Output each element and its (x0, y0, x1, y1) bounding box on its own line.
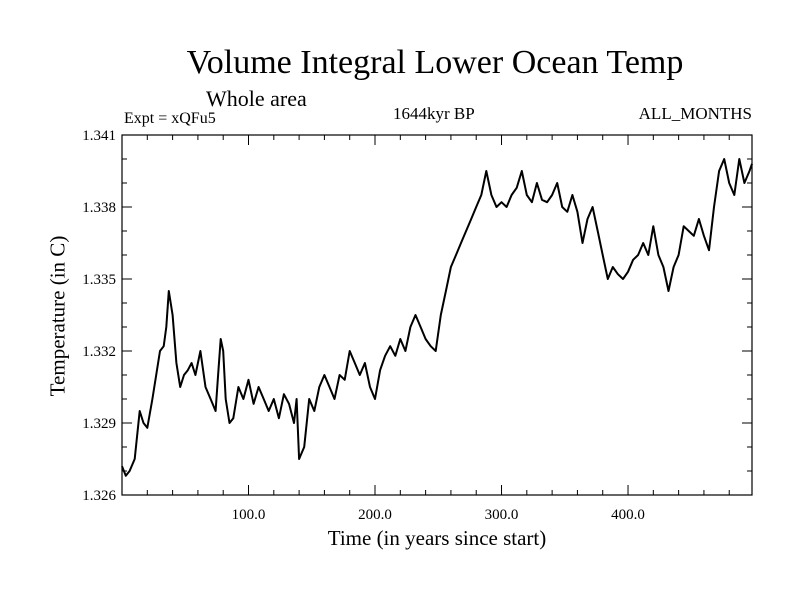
x-tick-label: 200.0 (358, 507, 392, 523)
x-axis-label: Time (in years since start) (327, 526, 547, 550)
series-line (121, 158, 753, 477)
x-tick-label: 400.0 (611, 507, 645, 523)
y-tick-label: 1.335 (82, 272, 116, 288)
plot-frame (121, 134, 753, 496)
y-tick-label: 1.329 (82, 416, 116, 432)
x-tick-label: 100.0 (232, 507, 266, 523)
months-label: ALL_MONTHS (638, 104, 752, 123)
y-tick-label: 1.332 (82, 344, 116, 360)
experiment-label: Expt = xQFu5 (124, 110, 216, 127)
era-label: 1644kyr BP (393, 104, 475, 123)
chart-title: Volume Integral Lower Ocean Temp (186, 44, 684, 81)
y-tick-label: 1.341 (82, 128, 116, 144)
x-tick-label: 300.0 (485, 507, 519, 523)
y-tick-label: 1.338 (82, 200, 116, 216)
chart-subtitle: Whole area (206, 86, 307, 111)
y-tick-label: 1.326 (82, 488, 116, 504)
